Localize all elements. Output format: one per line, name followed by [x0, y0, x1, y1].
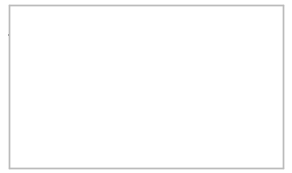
Bar [178, 62, 283, 75]
Bar [71, 62, 178, 75]
Text: 373: 373 [261, 90, 280, 100]
Text: 346: 346 [156, 77, 174, 87]
Text: 607: 607 [261, 143, 280, 153]
Text: 6: 6 [36, 103, 43, 113]
Text: 639: 639 [156, 143, 174, 153]
Bar [71, 102, 178, 115]
Bar [71, 75, 178, 88]
Bar [71, 88, 178, 102]
Text: 229: 229 [155, 50, 174, 60]
Bar [178, 154, 283, 168]
Bar [71, 128, 178, 141]
Text: 198: 198 [261, 50, 280, 60]
Text: 1: 1 [36, 37, 43, 47]
Bar [9, 154, 71, 168]
Text: 463: 463 [156, 103, 174, 113]
Bar [9, 115, 71, 128]
Text: 522: 522 [155, 116, 174, 126]
Bar [9, 49, 71, 62]
Text: 2: 2 [36, 50, 43, 60]
Bar [178, 128, 283, 141]
Text: 315: 315 [261, 77, 280, 87]
Bar [71, 115, 178, 128]
Text: 256: 256 [261, 63, 280, 73]
Text: 288: 288 [156, 63, 174, 73]
Bar [178, 115, 283, 128]
Text: $139: $139 [150, 37, 174, 47]
Text: 7: 7 [36, 116, 43, 126]
Text: Assistance
Group Size: Assistance Group Size [14, 10, 65, 30]
Text: 10: 10 [34, 156, 46, 166]
Bar [9, 62, 71, 75]
Bar [71, 141, 178, 154]
Bar [9, 141, 71, 154]
Bar [71, 154, 178, 168]
Bar [9, 35, 71, 49]
Bar [178, 5, 283, 35]
Text: 490: 490 [261, 116, 280, 126]
Text: 580: 580 [156, 130, 174, 140]
Bar [9, 88, 71, 102]
Text: 3: 3 [36, 63, 43, 73]
Bar [178, 75, 283, 88]
Bar [71, 35, 178, 49]
Bar [178, 88, 283, 102]
Bar [9, 102, 71, 115]
Text: 405: 405 [156, 90, 174, 100]
Text: 549: 549 [261, 130, 280, 140]
Text: 432: 432 [261, 103, 280, 113]
Bar [178, 141, 283, 154]
Text: 4: 4 [36, 77, 43, 87]
Text: 8: 8 [36, 130, 43, 140]
Bar [178, 49, 283, 62]
Text: 666: 666 [261, 156, 280, 166]
Bar [178, 102, 283, 115]
Text: 697: 697 [156, 156, 174, 166]
Bar [178, 35, 283, 49]
Bar [9, 128, 71, 141]
Text: 9: 9 [36, 143, 43, 153]
Text: Children Only: Children Only [198, 16, 263, 25]
Bar [9, 5, 71, 35]
Bar [71, 49, 178, 62]
Text: Recipient Parent and/or
Caretaker: Recipient Parent and/or Caretaker [68, 10, 180, 30]
Text: 5: 5 [36, 90, 43, 100]
Bar [9, 75, 71, 88]
Bar [71, 5, 178, 35]
Text: $139: $139 [255, 37, 280, 47]
